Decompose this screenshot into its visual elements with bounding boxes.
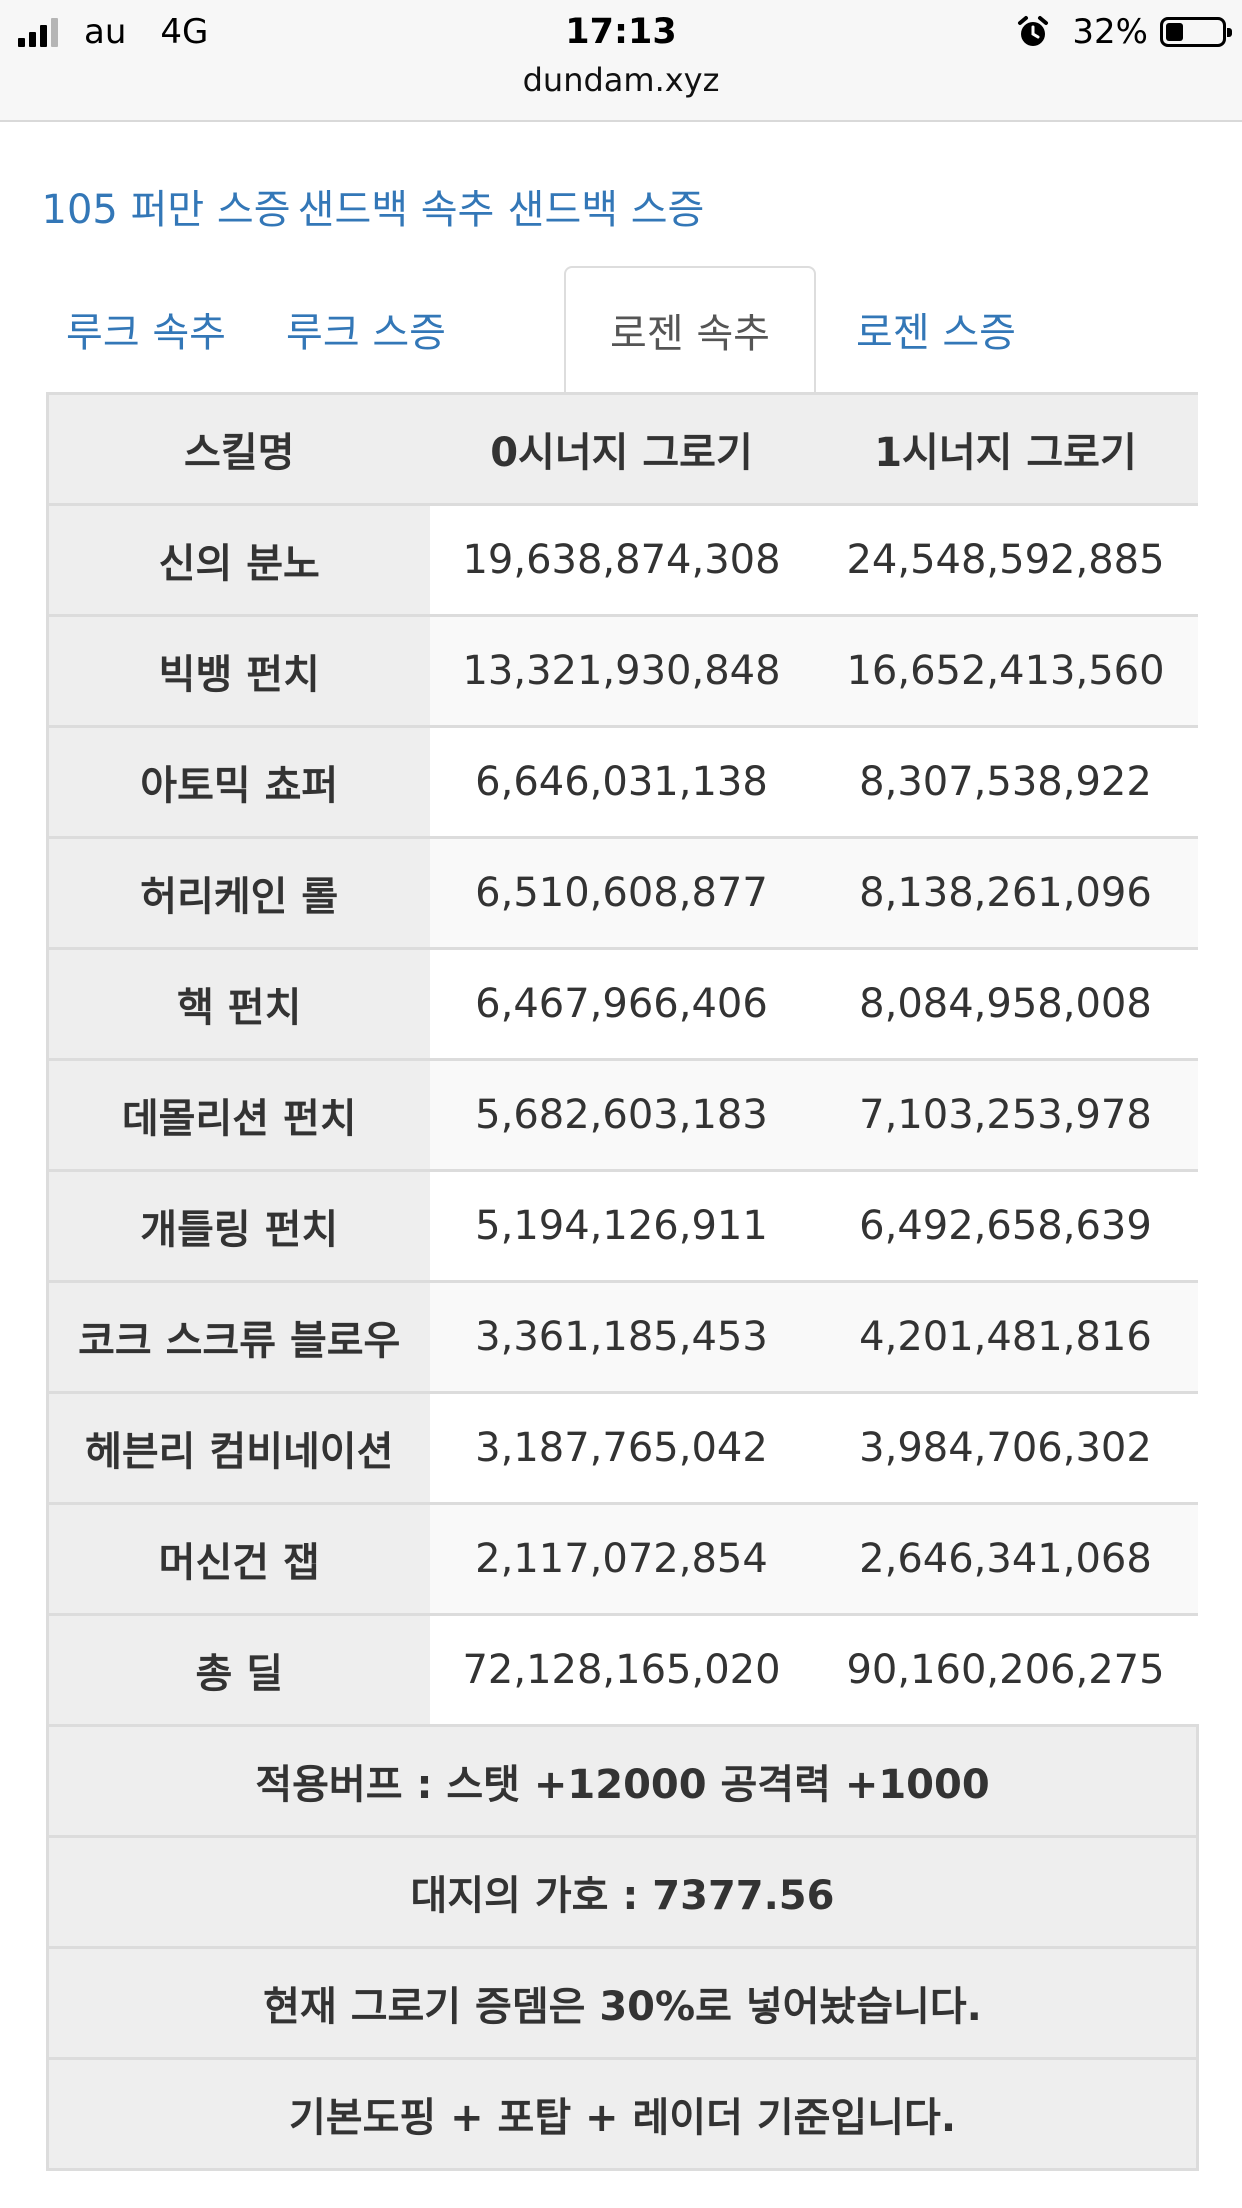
tab-rosen-stat[interactable]: 로젠 스증: [856, 310, 1016, 356]
table-row: 개틀링 펀치 5,194,126,911 6,492,658,639: [47, 1169, 1198, 1282]
tab-rook-speed[interactable]: 루크 속추: [66, 310, 226, 356]
status-right: 32%: [1016, 10, 1232, 54]
note-earth-blessing: 대지의 가호 : 7377.56: [47, 1835, 1199, 1948]
total-1-synergy: 90,160,206,275: [813, 1613, 1198, 1727]
damage-0-synergy: 5,682,603,183: [429, 1058, 814, 1171]
damage-0-synergy: 6,646,031,138: [429, 725, 814, 838]
table-row: 데몰리션 펀치 5,682,603,183 7,103,253,978: [47, 1058, 1198, 1171]
note-row: 적용버프 : 스탯 +12000 공격력 +1000: [47, 1724, 1199, 1837]
note-row: 대지의 가호 : 7377.56: [47, 1835, 1199, 1948]
table-row: 신의 분노 19,638,874,308 24,548,592,885: [47, 503, 1198, 616]
damage-0-synergy: 13,321,930,848: [429, 614, 814, 727]
header-groggy-1-synergy: 1시너지 그로기: [813, 392, 1198, 505]
header-skill-name: 스킬명: [47, 392, 430, 505]
table-header-row: 스킬명 0시너지 그로기 1시너지 그로기: [47, 392, 1198, 505]
skill-name: 허리케인 롤: [47, 836, 430, 949]
damage-1-synergy: 24,548,592,885: [813, 503, 1198, 616]
damage-0-synergy: 6,510,608,877: [429, 836, 814, 949]
note-groggy-bonus: 현재 그로기 증뎀은 30%로 넣어놨습니다.: [47, 1946, 1199, 2059]
signal-icon: [18, 17, 58, 47]
alarm-icon: [1018, 16, 1049, 46]
damage-0-synergy: 3,187,765,042: [429, 1391, 814, 1504]
note-row: 기본도핑 + 포탑 + 레이더 기준입니다.: [47, 2057, 1199, 2171]
tab-105-perman-stat[interactable]: 105 퍼만 스증: [41, 187, 291, 233]
tab-sandbag-speed[interactable]: 샌드백 속추: [297, 187, 495, 233]
tab-rook-stat[interactable]: 루크 스증: [286, 310, 446, 356]
skill-name: 코크 스크류 블로우: [47, 1280, 430, 1393]
skill-name: 머신건 잽: [47, 1502, 430, 1615]
damage-0-synergy: 2,117,072,854: [429, 1502, 814, 1615]
tab-row-1: 105 퍼만 스증 샌드백 속추 샌드백 스증: [41, 150, 1196, 262]
damage-1-synergy: 6,492,658,639: [813, 1169, 1198, 1282]
damage-1-synergy: 3,984,706,302: [813, 1391, 1198, 1504]
battery-percent: 32%: [1072, 12, 1148, 52]
note-row: 현재 그로기 증뎀은 30%로 넣어놨습니다.: [47, 1946, 1199, 2059]
damage-0-synergy: 5,194,126,911: [429, 1169, 814, 1282]
damage-0-synergy: 3,361,185,453: [429, 1280, 814, 1393]
table-row: 핵 펀치 6,467,966,406 8,084,958,008: [47, 947, 1198, 1060]
skill-name: 신의 분노: [47, 503, 430, 616]
damage-1-synergy: 4,201,481,816: [813, 1280, 1198, 1393]
total-label: 총 딜: [47, 1613, 430, 1727]
damage-1-synergy: 8,307,538,922: [813, 725, 1198, 838]
damage-0-synergy: 19,638,874,308: [429, 503, 814, 616]
total-0-synergy: 72,128,165,020: [429, 1613, 814, 1727]
network-label: 4G: [160, 12, 209, 52]
tab-row-2: 루크 속추 루크 스증 로젠 속추 로젠 스증: [46, 266, 1196, 394]
skill-name: 헤븐리 컴비네이션: [47, 1391, 430, 1504]
table-row-total: 총 딜 72,128,165,020 90,160,206,275: [47, 1613, 1198, 1727]
header-groggy-0-synergy: 0시너지 그로기: [429, 392, 814, 505]
note-applied-buff: 적용버프 : 스탯 +12000 공격력 +1000: [47, 1724, 1199, 1837]
damage-1-synergy: 8,138,261,096: [813, 836, 1198, 949]
table-row: 머신건 잽 2,117,072,854 2,646,341,068: [47, 1502, 1198, 1615]
table-row: 허리케인 롤 6,510,608,877 8,138,261,096: [47, 836, 1198, 949]
address-bar-url[interactable]: dundam.xyz: [522, 61, 720, 99]
damage-1-synergy: 7,103,253,978: [813, 1058, 1198, 1171]
skill-name: 개틀링 펀치: [47, 1169, 430, 1282]
table-row: 코크 스크류 블로우 3,361,185,453 4,201,481,816: [47, 1280, 1198, 1393]
status-left: au 4G: [18, 10, 208, 54]
tab-sandbag-stat[interactable]: 샌드백 스증: [507, 187, 705, 233]
table-row: 헤븐리 컴비네이션 3,187,765,042 3,984,706,302: [47, 1391, 1198, 1504]
damage-0-synergy: 6,467,966,406: [429, 947, 814, 1060]
status-bar: au 4G 17:13 dundam.xyz 32%: [0, 0, 1242, 122]
damage-1-synergy: 8,084,958,008: [813, 947, 1198, 1060]
status-time: 17:13: [565, 12, 677, 52]
note-basis: 기본도핑 + 포탑 + 레이더 기준입니다.: [47, 2057, 1199, 2171]
skill-name: 빅뱅 펀치: [47, 614, 430, 727]
skill-name: 데몰리션 펀치: [47, 1058, 430, 1171]
skill-name: 아토믹 쵸퍼: [47, 725, 430, 838]
damage-1-synergy: 16,652,413,560: [813, 614, 1198, 727]
damage-table: 스킬명 0시너지 그로기 1시너지 그로기 신의 분노 19,638,874,3…: [46, 392, 1199, 2171]
battery-icon: [1160, 17, 1232, 47]
table-row: 아토믹 쵸퍼 6,646,031,138 8,307,538,922: [47, 725, 1198, 838]
carrier-label: au: [84, 12, 127, 52]
skill-name: 핵 펀치: [47, 947, 430, 1060]
tab-rosen-speed[interactable]: 로젠 속추: [564, 266, 816, 394]
table-row: 빅뱅 펀치 13,321,930,848 16,652,413,560: [47, 614, 1198, 727]
damage-1-synergy: 2,646,341,068: [813, 1502, 1198, 1615]
